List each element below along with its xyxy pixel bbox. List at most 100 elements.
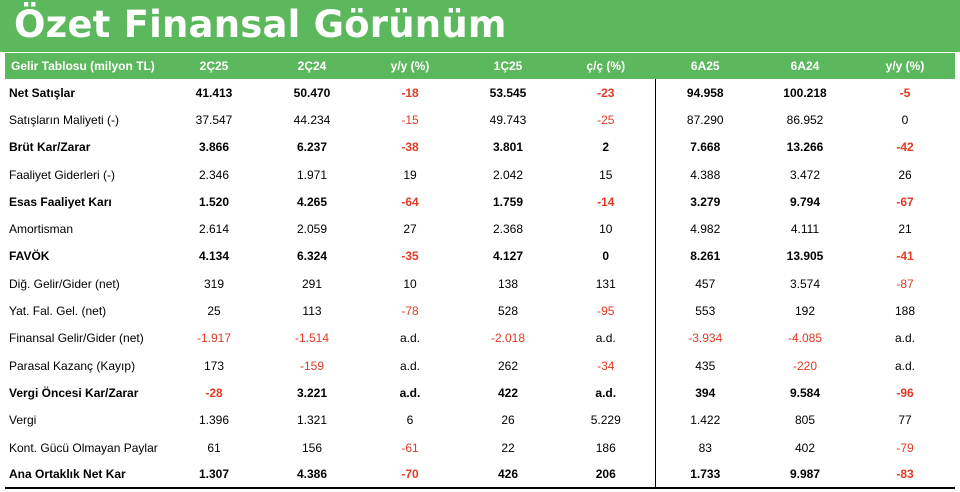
table-cell: 8.261 xyxy=(654,242,755,271)
table-cell: 9.794 xyxy=(789,194,821,209)
table-cell: -15 xyxy=(401,112,419,127)
table-cell: -95 xyxy=(597,304,615,319)
table-cell: 2.368 xyxy=(492,222,524,237)
table-cell: 26 xyxy=(898,167,912,182)
col-header-6m25: 6A25 xyxy=(654,53,755,79)
table-cell: -4.085 xyxy=(787,331,823,346)
table-cell: -25 xyxy=(597,112,615,127)
table-row: Diğ. Gelir/Gider (net) 319 291 10 138 131 457 3… xyxy=(5,270,955,298)
col-header-2q25: 2Ç25 xyxy=(165,53,263,79)
table-cell: 138 xyxy=(497,276,519,291)
table-cell: 86.952 xyxy=(786,112,824,127)
row-label: Satışların Maliyeti (-) xyxy=(9,112,120,127)
row-label: Ana Ortaklık Net Kar xyxy=(5,461,165,490)
col-header-2q24: 2Ç24 xyxy=(263,53,361,79)
table-cell: 426 xyxy=(459,461,557,490)
table-cell: 0 xyxy=(602,249,610,264)
table-cell: 553 xyxy=(654,297,755,325)
table-cell: 22 xyxy=(501,440,515,455)
table-cell: 262 xyxy=(497,358,519,373)
row-label: FAVÖK xyxy=(9,249,50,264)
table-cell: 4.111 xyxy=(790,222,820,237)
table-cell: 1.733 xyxy=(654,461,755,490)
table-row: Brüt Kar/Zarar 3.866 6.237 -38 3.801 2 7.668 13… xyxy=(5,133,955,161)
row-label: Net Satışlar xyxy=(9,85,76,100)
table-cell: -42 xyxy=(896,140,914,155)
table-cell: -87 xyxy=(896,276,914,291)
row-label: Vergi Öncesi Kar/Zarar xyxy=(9,385,139,400)
table-cell: a.d. xyxy=(399,358,420,373)
table-cell: 87.290 xyxy=(654,106,755,134)
table-cell: 4.982 xyxy=(654,215,755,243)
table-cell: -220 xyxy=(792,358,818,373)
table-cell: 1.759 xyxy=(492,194,524,209)
table-cell: 7.668 xyxy=(654,133,755,161)
table-cell: 188 xyxy=(894,304,916,319)
table-cell: -28 xyxy=(205,385,223,400)
table-cell: 2.614 xyxy=(198,222,230,237)
table-cell: 41.413 xyxy=(195,85,233,100)
row-label: Finansal Gelir/Gider (net) xyxy=(9,331,144,346)
table-cell: 186 xyxy=(595,440,616,455)
table-cell: -2.018 xyxy=(490,331,526,346)
table-cell: a.d. xyxy=(894,331,915,346)
table-cell: 1.307 xyxy=(165,461,263,490)
table-cell: 528 xyxy=(497,304,519,319)
table-cell: 394 xyxy=(654,379,755,407)
col-header-yoy-6m: y/y (%) xyxy=(855,53,955,79)
table-cell: 4.265 xyxy=(296,194,328,209)
table-cell: 50.470 xyxy=(293,85,331,100)
table-cell: 113 xyxy=(302,304,322,319)
table-cell: -70 xyxy=(361,461,459,490)
table-cell: 3.221 xyxy=(296,385,328,400)
table-cell: 25 xyxy=(207,304,221,319)
table-cell: 27 xyxy=(403,222,417,237)
table-cell: 422 xyxy=(497,385,519,400)
table-cell: 805 xyxy=(794,413,816,428)
table-cell: 83 xyxy=(654,433,755,462)
table-row: Parasal Kazanç (Kayıp) 173 -159 a.d. 262 -34 4… xyxy=(5,351,955,380)
row-label: Esas Faaliyet Karı xyxy=(9,194,112,209)
table-cell: 4.134 xyxy=(198,249,230,264)
table-cell: 0 xyxy=(901,112,909,127)
table-cell: 3.472 xyxy=(789,167,821,182)
table-cell: 131 xyxy=(595,276,616,291)
table-row: Net Satışlar 41.413 50.470 -18 53.545 -23 94.9… xyxy=(5,79,955,107)
table-cell: 4.386 xyxy=(263,461,361,490)
table-cell: 53.545 xyxy=(489,85,527,100)
table-cell: -41 xyxy=(896,249,914,264)
page-title: Özet Finansal Görünüm xyxy=(14,3,507,46)
table-cell: -61 xyxy=(401,440,419,455)
table-row: Kont. Gücü Olmayan Paylar 61 156 -61 22 186 83… xyxy=(5,433,955,462)
table-cell: 6.237 xyxy=(296,140,328,155)
table-cell: 2 xyxy=(602,140,610,155)
table-row: Esas Faaliyet Karı 1.520 4.265 -64 1.759 -14 3… xyxy=(5,188,955,216)
table-cell: -78 xyxy=(401,304,419,319)
table-cell: 15 xyxy=(599,167,613,182)
col-header-yoy-q: y/y (%) xyxy=(361,53,459,79)
table-cell: a.d. xyxy=(399,331,420,346)
table-cell: 192 xyxy=(794,304,816,319)
table-cell: 2.042 xyxy=(492,167,524,182)
table-row: Finansal Gelir/Gider (net) -1.917 -1.514 a.… xyxy=(5,324,955,352)
table-cell: -83 xyxy=(855,461,955,490)
table-cell: 1.520 xyxy=(198,194,230,209)
table-cell: 44.234 xyxy=(293,112,331,127)
col-header-6m24: 6A24 xyxy=(755,53,855,79)
table-cell: 77 xyxy=(898,413,912,428)
table-cell: 1.971 xyxy=(296,167,328,182)
table-cell: 3.574 xyxy=(789,276,821,291)
table-cell: 1.321 xyxy=(296,413,328,428)
table-cell: 4.127 xyxy=(492,249,524,264)
table-header-row: Gelir Tablosu (milyon TL) 2Ç25 2Ç24 y/y (%)… xyxy=(5,53,955,79)
table-row: Vergi 1.396 1.321 6 26 5.229 1.422 805 77 xyxy=(5,406,955,434)
table-cell: a.d. xyxy=(595,331,616,346)
table-cell: 21 xyxy=(898,222,912,237)
row-label: Yat. Fal. Gel. (net) xyxy=(9,304,107,319)
table-cell: a.d. xyxy=(595,385,617,400)
table-cell: 156 xyxy=(301,440,323,455)
table-cell: -38 xyxy=(401,140,419,155)
table-cell: 2.059 xyxy=(296,222,328,237)
table-cell: -64 xyxy=(401,194,419,209)
table-cell: -1.514 xyxy=(294,331,330,346)
